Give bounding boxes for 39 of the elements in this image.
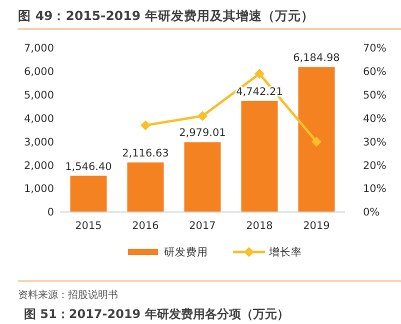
y2-tick-label: 10% [363,183,386,196]
x-tick-label: 2019 [303,220,330,232]
chart-title: 图 49：2015-2019 年研发费用及其增速（万元） [18,8,314,23]
point [198,110,208,121]
y2-tick-label: 20% [363,160,386,172]
y-tick-label: 5,000 [24,90,54,102]
data-label: 6,184.98 [293,52,340,64]
legend-label: 增长率 [268,246,302,259]
bar [241,100,278,212]
y2-tick-label: 40% [363,112,386,125]
point [140,120,150,130]
text: 资料来源：招股说明书 [18,289,118,301]
data-label: 1,546.40 [65,160,112,173]
y-tick-label: 4,000 [24,112,54,125]
x-tick-label: 2016 [132,220,160,232]
data-label: 2,979.01 [179,127,226,140]
bar [70,176,107,212]
point [254,68,264,79]
bar [184,142,221,212]
y-tick-label: 1,000 [24,183,54,196]
y-tick-label: 3,000 [24,136,54,148]
y-tick-label: 2,000 [24,160,54,172]
y-tick-label: 0 [47,206,54,219]
bar [298,67,335,212]
y2-tick-label: 70% [363,42,386,55]
y-tick-label: 7,000 [24,42,54,55]
legend-label: 研发费用 [164,246,208,259]
y2-tick-label: 0% [363,206,380,219]
y2-tick-label: 30% [363,136,386,148]
bar [127,162,164,212]
x-tick-label: 2018 [246,220,273,232]
y2-tick-label: 50% [363,90,386,102]
y2-tick-label: 60% [363,66,386,78]
point [312,136,322,147]
x-tick-label: 2015 [75,220,102,232]
caption: 图 51：2017-2019 年研发费用各分项（万元） [24,307,289,321]
data-label: 2,116.63 [122,147,169,160]
x-tick-label: 2017 [189,220,216,232]
y-tick-label: 6,000 [24,66,54,78]
